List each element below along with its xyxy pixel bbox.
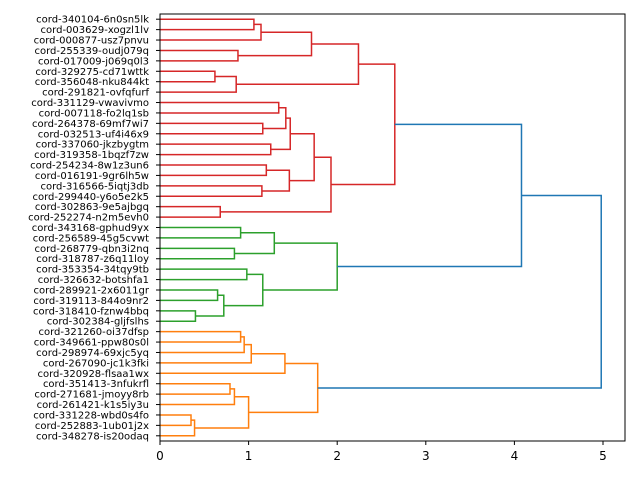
- dendrogram-link-r4: [237, 31, 313, 57]
- dendrogram-link-o9: [194, 395, 250, 429]
- leaf-label: cord-252274-n2m5evh0: [28, 213, 149, 224]
- leaf-label: cord-340104-6n0sn5lk: [36, 15, 149, 26]
- dendrogram-link-r1: [160, 18, 255, 31]
- leaf-label: cord-268779-qbn3i2nq: [34, 244, 149, 255]
- dendrogram-link-r17: [160, 205, 221, 218]
- leaf-label: cord-016191-9gr6lh5w: [35, 171, 149, 182]
- dendrogram-link-r6: [160, 75, 237, 93]
- leaf-label: cord-302863-9e5ajbgq: [35, 202, 149, 213]
- leaf-label: cord-267090-jc1k3fki: [43, 358, 149, 369]
- dendrogram-link-r19: [330, 63, 396, 186]
- dendrogram-link-o6: [160, 388, 236, 406]
- dendrogram-link-o3: [160, 343, 253, 364]
- leaf-label: cord-000877-usz7pnvu: [34, 36, 149, 47]
- leaf-label: cord-356048-nku844kt: [35, 77, 149, 88]
- leaf-label: cord-353354-34tqy9tb: [36, 265, 149, 276]
- leaf-label: cord-252883-1ub01j2x: [35, 421, 149, 432]
- dendrogram-link-g2: [160, 247, 236, 260]
- dendrogram-link-r3: [160, 49, 239, 62]
- x-tick-label: 4: [511, 449, 519, 463]
- leaf-label: cord-289921-2x6011gr: [34, 285, 150, 296]
- dendrogram-link-r11: [160, 143, 272, 156]
- dendrogram-link-o1: [160, 330, 242, 343]
- dendrogram-link-g6: [160, 310, 197, 322]
- dendrogram-link-o7: [160, 414, 192, 427]
- leaf-label: cord-343168-gphud9yx: [32, 223, 149, 234]
- leaf-label: cord-329275-cd71wttk: [35, 67, 149, 78]
- dendrogram-link-o5: [160, 382, 231, 395]
- dendrogram-link-r16: [289, 133, 315, 182]
- leaf-label: cord-337060-jkzbygtm: [36, 140, 149, 151]
- leaf-label: cord-017009-j069q0l3: [38, 56, 149, 67]
- dendrogram-link-r2: [160, 23, 262, 41]
- x-axis-ticks: 0 1 2 3 4 5: [156, 441, 607, 463]
- x-tick-label: 2: [333, 449, 341, 463]
- leaf-label: cord-316566-5iqtj3db: [40, 181, 149, 192]
- leaf-label: cord-003629-xogzl1lv: [41, 25, 150, 36]
- axes-frame: [159, 13, 626, 442]
- dendrogram-link-g7: [195, 294, 225, 317]
- leaf-label: cord-299440-y6o5e2k5: [32, 192, 149, 203]
- leaf-label: cord-264378-69mf7wi7: [32, 119, 149, 130]
- leaf-label: cord-331129-vwavivmo: [31, 98, 149, 109]
- leaf-label: cord-319358-1bqzf7zw: [34, 150, 149, 161]
- leaf-label: cord-291821-ovfqfurf: [42, 88, 149, 99]
- dendrogram-link-r7: [236, 43, 360, 86]
- x-tick-label: 5: [599, 449, 607, 463]
- leaf-label: cord-254234-8w1z3un6: [30, 161, 149, 172]
- leaf-label: cord-331228-wbd0s4fo: [33, 410, 149, 421]
- dendrogram-link-b2: [317, 194, 602, 389]
- dendrogram-link-r9: [160, 122, 264, 135]
- leaf-label: cord-321260-oi37dfsp: [38, 327, 149, 338]
- leaf-labels: cord-340104-6n0sn5lkcord-003629-xogzl1lv…: [28, 15, 160, 442]
- dendrogram-link-b1: [337, 123, 523, 268]
- dendrogram-link-o10: [248, 362, 319, 414]
- leaf-label: cord-298974-69xjc5yq: [36, 348, 149, 359]
- leaf-label: cord-302384-gljfslhs: [47, 317, 149, 328]
- dendrogram-link-r13: [160, 164, 268, 177]
- leaf-label: cord-318787-z6q11loy: [36, 254, 149, 265]
- dendrogram-link-r14: [160, 185, 263, 198]
- dendrogram-link-o8: [160, 419, 196, 437]
- dendrogram-link-g5: [160, 289, 219, 302]
- dendrogram-link-r12: [270, 117, 291, 151]
- dendrogram-link-r5: [160, 70, 216, 83]
- dendrogram-link-r10: [262, 106, 287, 130]
- leaf-label: cord-255339-oudj079q: [35, 46, 150, 57]
- leaf-label: cord-351413-3nfukrfl: [43, 379, 149, 390]
- dendrogram-link-g4: [160, 268, 248, 281]
- dendrogram-link-r8: [160, 101, 280, 114]
- leaf-label: cord-320928-flsaa1wx: [37, 369, 149, 380]
- x-tick-label: 1: [245, 449, 253, 463]
- leaf-label: cord-319113-844o9nr2: [33, 296, 149, 307]
- leaf-label: cord-318410-fznw4bbq: [33, 306, 149, 317]
- leaf-label: cord-261421-k1s5iy3u: [37, 400, 149, 411]
- leaf-label: cord-032513-uf4i46x9: [38, 129, 149, 140]
- dendrogram-link-g1: [160, 226, 242, 239]
- dendrogram-link-o2: [160, 336, 245, 354]
- x-tick-label: 3: [422, 449, 430, 463]
- leaf-label: cord-271681-jmoyy8rb: [34, 390, 149, 401]
- leaf-label: cord-326632-botshfa1: [38, 275, 149, 286]
- leaf-label: cord-256589-45g5cvwt: [33, 233, 149, 244]
- leaf-label: cord-348278-is20odaq: [36, 431, 149, 442]
- leaf-label: cord-007118-fo2lq1sb: [39, 108, 149, 119]
- leaf-label: cord-349661-ppw80s0l: [34, 338, 149, 349]
- x-tick-label: 0: [156, 449, 164, 463]
- dendrogram-links: [160, 18, 602, 437]
